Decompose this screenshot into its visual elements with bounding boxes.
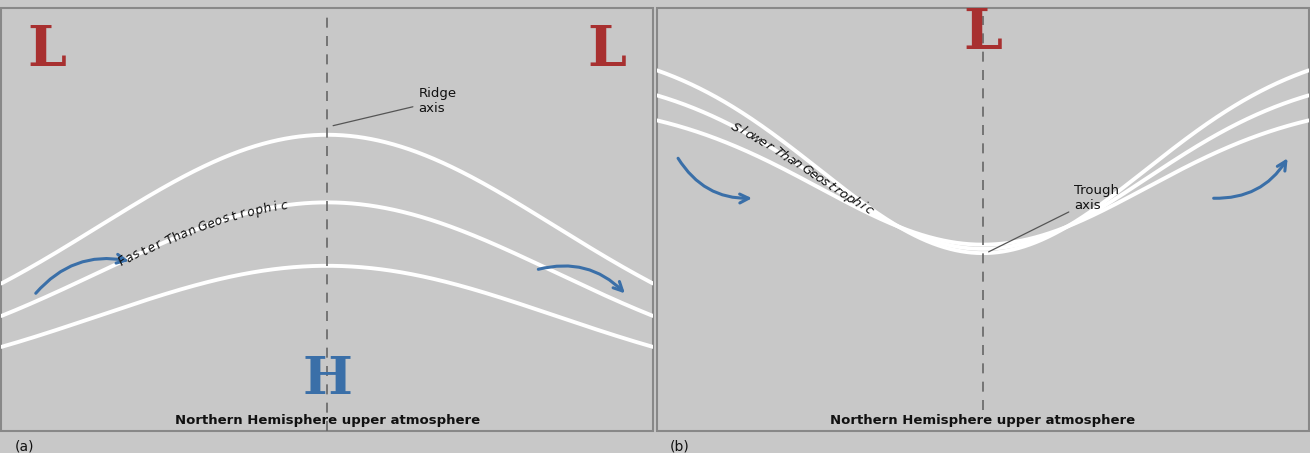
Text: p: p bbox=[842, 191, 857, 206]
Text: S: S bbox=[728, 120, 743, 135]
Text: s: s bbox=[817, 175, 832, 189]
Bar bbox=[1, 8, 652, 431]
Bar bbox=[658, 8, 1309, 431]
Text: i: i bbox=[855, 200, 867, 212]
Text: (b): (b) bbox=[671, 439, 690, 453]
Text: l: l bbox=[736, 125, 748, 137]
Text: p: p bbox=[253, 203, 265, 217]
Text: n: n bbox=[185, 223, 198, 239]
Text: h: h bbox=[170, 230, 183, 245]
Text: e: e bbox=[144, 241, 159, 255]
Text: e: e bbox=[755, 135, 769, 149]
Text: G: G bbox=[798, 162, 814, 178]
Text: e: e bbox=[804, 167, 820, 181]
Text: L: L bbox=[588, 23, 626, 78]
Text: e: e bbox=[204, 217, 217, 231]
Text: w: w bbox=[747, 130, 764, 147]
Text: r: r bbox=[831, 184, 844, 197]
Text: T: T bbox=[770, 145, 785, 159]
Text: h: h bbox=[262, 201, 272, 216]
Text: r: r bbox=[762, 140, 774, 153]
Text: h: h bbox=[848, 195, 863, 210]
Text: L: L bbox=[28, 23, 67, 78]
Text: o: o bbox=[212, 214, 225, 229]
Text: F: F bbox=[115, 254, 130, 269]
Text: t: t bbox=[139, 245, 149, 258]
Text: o: o bbox=[245, 205, 257, 220]
Text: i: i bbox=[272, 200, 279, 214]
Text: Trough
axis: Trough axis bbox=[989, 184, 1119, 252]
Text: Northern Hemisphere upper atmosphere: Northern Hemisphere upper atmosphere bbox=[174, 414, 479, 427]
Text: r: r bbox=[153, 238, 164, 252]
Text: n: n bbox=[790, 156, 804, 171]
Text: o: o bbox=[836, 187, 850, 202]
Text: Ridge
axis: Ridge axis bbox=[333, 87, 456, 125]
Text: o: o bbox=[741, 127, 756, 142]
Text: t: t bbox=[229, 210, 240, 223]
Text: c: c bbox=[861, 203, 875, 217]
Text: L: L bbox=[963, 6, 1002, 61]
Text: G: G bbox=[195, 219, 211, 235]
Text: r: r bbox=[237, 207, 248, 221]
Text: a: a bbox=[783, 153, 798, 167]
Text: h: h bbox=[777, 149, 791, 163]
Text: a: a bbox=[123, 251, 136, 265]
Text: t: t bbox=[824, 180, 837, 193]
Text: a: a bbox=[178, 226, 191, 241]
Text: s: s bbox=[131, 247, 143, 262]
Text: T: T bbox=[162, 233, 176, 248]
Text: c: c bbox=[279, 198, 288, 212]
Text: H: H bbox=[303, 354, 352, 405]
Text: s: s bbox=[220, 212, 232, 226]
Text: o: o bbox=[811, 171, 825, 185]
Text: Northern Hemisphere upper atmosphere: Northern Hemisphere upper atmosphere bbox=[831, 414, 1136, 427]
Text: (a): (a) bbox=[14, 439, 34, 453]
